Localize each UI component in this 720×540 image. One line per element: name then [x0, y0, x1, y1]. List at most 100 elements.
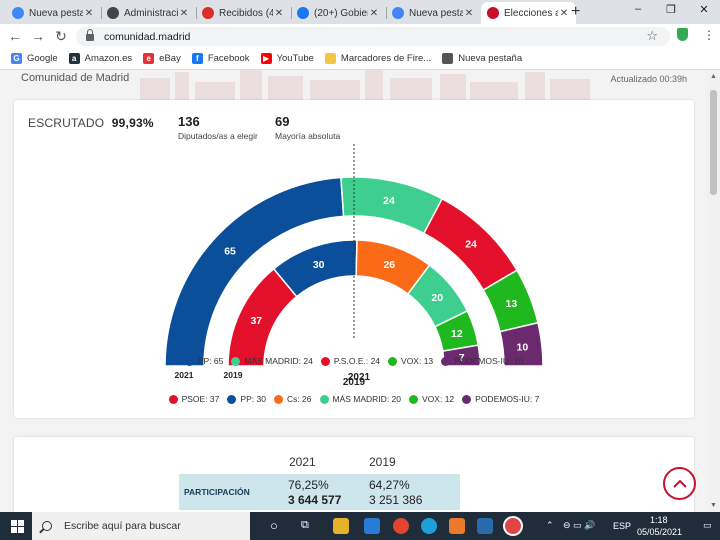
tab-close-icon[interactable]: ✕ — [369, 7, 379, 19]
legend-swatch — [227, 394, 237, 404]
tab-bar: Nueva pestaña✕Administración✕Recibidos (… — [0, 0, 720, 24]
seat-label: 65 — [224, 245, 236, 257]
bookmark-item[interactable]: a Amazon.es — [68, 53, 133, 64]
legend-swatch — [319, 394, 329, 404]
new-tab-button[interactable]: + — [571, 3, 581, 20]
tab-close-icon[interactable]: ✕ — [84, 7, 94, 19]
seat-label: 7 — [459, 352, 465, 364]
bookmark-label[interactable]: eBay — [159, 53, 181, 64]
scroll-thumb[interactable] — [710, 90, 717, 195]
legend-item: PSOE: 37 — [168, 394, 219, 404]
majority: 69 Mayoría absoluta — [275, 114, 340, 141]
tray-chevron-icon[interactable]: ⌃ — [546, 520, 554, 530]
participation-votes-2021: 3 644 577 — [288, 493, 342, 507]
total-seats-label: Diputados/as a elegir — [178, 131, 258, 141]
notifications-icon[interactable]: ▭ — [703, 520, 712, 530]
address-bar[interactable]: comunidad.madrid ☆ — [76, 27, 670, 46]
majority-value: 69 — [275, 114, 290, 129]
close-window-button[interactable]: ✕ — [699, 4, 709, 16]
forward-icon[interactable]: → — [31, 28, 45, 44]
bookmark-label[interactable]: YouTube — [276, 53, 314, 64]
page-scrollbar[interactable]: ▲ ▼ — [707, 70, 720, 512]
extension-shield-icon[interactable] — [677, 28, 688, 41]
bookmark-item[interactable]: e eBay — [143, 53, 181, 64]
active-browser-icon[interactable] — [505, 518, 521, 534]
tab-close-icon[interactable]: ✕ — [179, 7, 189, 19]
clock-time[interactable]: 1:18 — [650, 515, 668, 525]
bookmark-star-icon[interactable]: ☆ — [646, 28, 658, 43]
tab-close-icon[interactable]: ✕ — [464, 7, 474, 19]
seat-label: 20 — [431, 292, 443, 304]
browser-tab[interactable]: Nueva pestaña✕ — [386, 2, 481, 24]
participation-pct-2021: 76,25% — [288, 478, 329, 492]
bookmark-label[interactable]: Facebook — [207, 53, 250, 64]
scroll-up-icon[interactable]: ▲ — [710, 73, 717, 80]
seat-label: 26 — [383, 259, 395, 271]
taskbar-search[interactable]: Escribe aquí para buscar — [32, 512, 250, 540]
edge-icon[interactable] — [421, 518, 437, 534]
tab-title[interactable]: Recibidos (4 — [219, 7, 273, 19]
browser-tab[interactable]: Nueva pestaña✕ — [6, 2, 101, 24]
google-icon: G — [11, 53, 22, 64]
escrutado-value: 99,93% — [111, 116, 154, 130]
seat-segment-2021-podemos-iu — [499, 321, 544, 367]
results-card: ESCRUTADO 99,93% 136 Diputados/as a eleg… — [14, 100, 694, 418]
cortana-icon[interactable]: ○ — [270, 518, 278, 533]
lock-icon[interactable] — [86, 29, 94, 41]
app-icon[interactable] — [477, 518, 493, 534]
bookmark-label[interactable]: Nueva pestaña — [458, 53, 523, 64]
windows-start-icon[interactable] — [11, 520, 24, 533]
hemicycle-chart: 65 24 24 13 10 37 30 26 20 12 7 2021 2019 2021 — [164, 144, 544, 383]
legend-swatch — [320, 356, 330, 366]
bookmark-item[interactable]: ▶ YouTube — [260, 53, 314, 64]
legend-item: Cs: 26 — [273, 394, 312, 404]
bookmark-item[interactable]: Marcadores de Fire... — [324, 53, 432, 64]
taskbar-search-placeholder[interactable]: Escribe aquí para buscar — [64, 520, 181, 532]
gmail-icon — [202, 7, 214, 19]
tray-icons[interactable]: ⊖ ▭ 🔊 — [563, 520, 596, 530]
legend-label: VOX: 12 — [422, 394, 455, 404]
tab-title[interactable]: Administración — [124, 7, 178, 19]
clock-date[interactable]: 05/05/2021 — [637, 527, 683, 537]
tab-title[interactable]: Elecciones a — [504, 7, 558, 19]
participation-votes-2019: 3 251 386 — [369, 493, 423, 507]
language-indicator[interactable]: ESP — [613, 521, 632, 531]
bookmark-label[interactable]: Google — [27, 53, 58, 64]
tab-title[interactable]: Nueva pestaña — [29, 7, 83, 19]
reload-icon[interactable]: ↻ — [55, 28, 67, 44]
browser-tab[interactable]: Recibidos (4 ✕ — [196, 2, 291, 24]
page-content: Comunidad de Madrid Actualizado 00:39h E… — [0, 70, 707, 512]
mail-icon[interactable] — [364, 518, 380, 534]
file-explorer-icon[interactable] — [333, 518, 349, 534]
globe-icon — [107, 7, 119, 19]
bookmark-item[interactable]: Nueva pestaña — [442, 53, 522, 64]
region-title: Comunidad de Madrid — [21, 72, 130, 84]
legend-swatch — [231, 356, 241, 366]
maximize-button[interactable]: ❐ — [666, 4, 676, 16]
back-icon[interactable]: ← — [8, 28, 22, 44]
tab-title[interactable]: Nueva pestaña — [409, 7, 463, 19]
chrome-taskbar-icon[interactable] — [393, 518, 409, 534]
menu-kebab-icon[interactable]: ⋮ — [703, 28, 715, 42]
bookmark-label[interactable]: Marcadores de Fire... — [340, 53, 432, 64]
legend-label: Cs: 26 — [286, 394, 312, 404]
scroll-down-icon[interactable]: ▼ — [710, 502, 717, 509]
legend-item: VOX: 12 — [409, 394, 454, 404]
bookmark-label[interactable]: Amazon.es — [84, 53, 133, 64]
task-view-icon[interactable]: ⧉ — [301, 519, 309, 531]
bookmark-item[interactable]: G Google — [11, 53, 58, 64]
tab-close-icon[interactable]: ✕ — [274, 7, 284, 19]
url-text[interactable]: comunidad.madrid — [104, 30, 191, 43]
minimize-button[interactable]: – — [634, 3, 642, 15]
tab-close-icon[interactable]: ✕ — [559, 7, 569, 19]
browser-tab[interactable]: Administración✕ — [101, 2, 196, 24]
tab-title[interactable]: (20+) Gobierno — [314, 7, 368, 19]
browser-tab[interactable]: (20+) Gobierno✕ — [291, 2, 386, 24]
scroll-to-top-button[interactable] — [663, 467, 696, 500]
seat-label: 12 — [451, 328, 463, 340]
media-player-icon[interactable] — [449, 518, 465, 534]
browser-tab[interactable]: Elecciones a ✕ — [481, 2, 576, 24]
seat-label: 24 — [465, 238, 477, 250]
windows-taskbar: Escribe aquí para buscar ○ ⧉ ⌃ ⊖ ▭ 🔊 ESP… — [0, 512, 720, 540]
bookmark-item[interactable]: f Facebook — [191, 53, 250, 64]
